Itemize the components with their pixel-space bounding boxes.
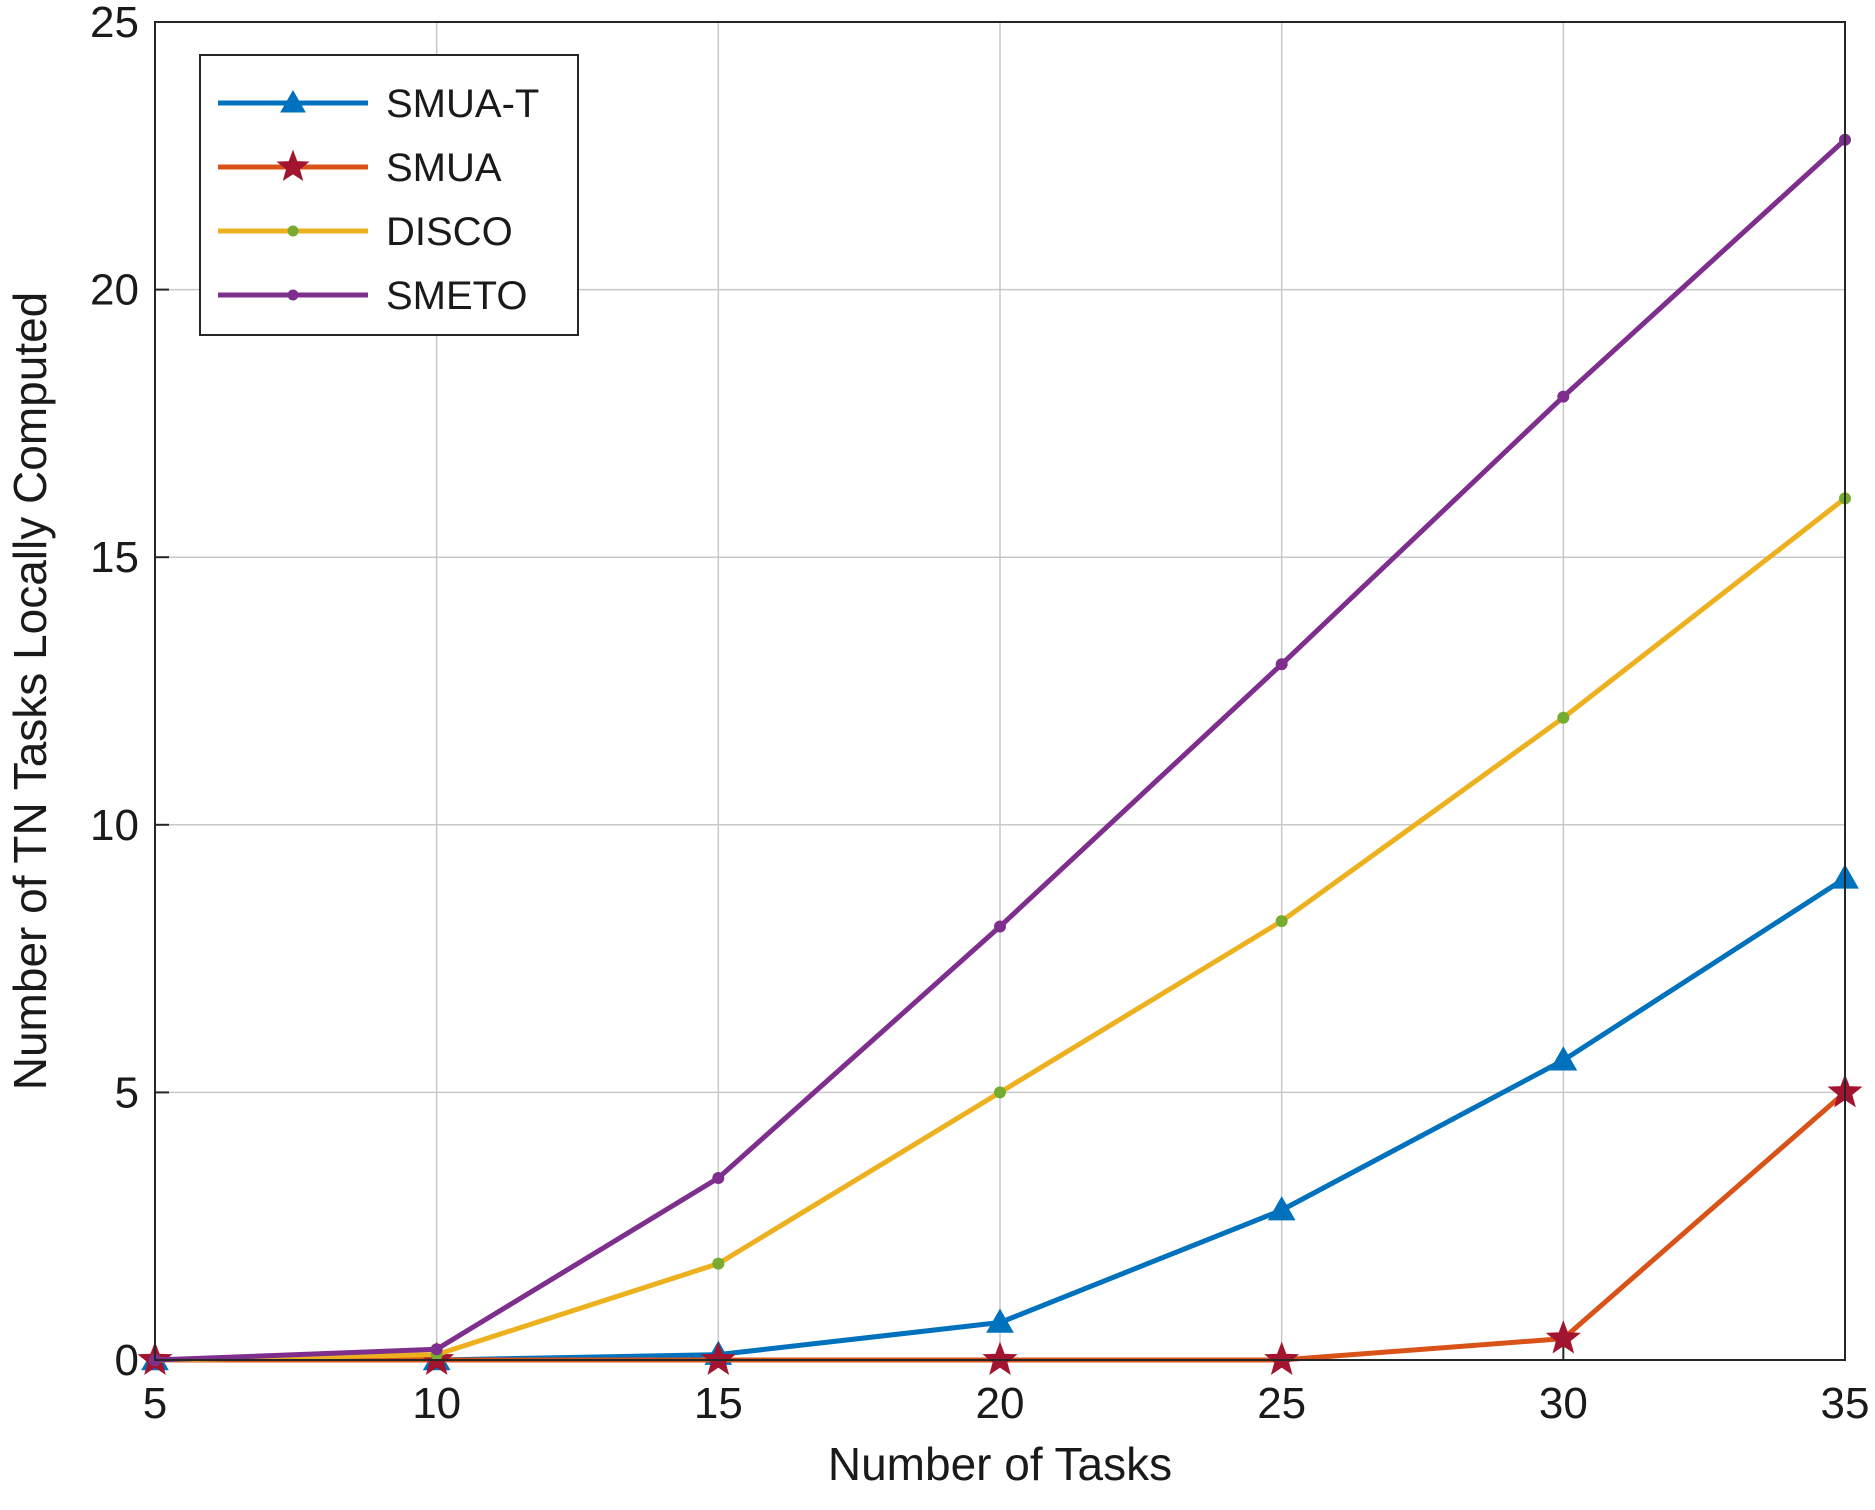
x-tick-label: 5	[143, 1379, 167, 1428]
legend-item: SMUA-T	[218, 82, 539, 126]
x-tick-label: 15	[694, 1379, 743, 1428]
y-tick-label: 15	[90, 533, 139, 582]
dot-marker	[287, 289, 299, 301]
legend-item: DISCO	[218, 210, 513, 254]
dot-marker	[1275, 658, 1288, 671]
triangle-marker	[280, 89, 306, 113]
y-axis-label: Number of TN Tasks Locally Computed	[4, 292, 56, 1091]
dot-marker	[1275, 915, 1288, 928]
star-marker	[1545, 1320, 1581, 1354]
star-marker	[700, 1341, 736, 1375]
y-tick-label: 10	[90, 801, 139, 850]
dot-marker	[1557, 390, 1570, 403]
legend-label: SMUA	[386, 146, 502, 190]
legend-label: DISCO	[386, 210, 513, 254]
dot-marker	[430, 1343, 443, 1356]
star-marker	[276, 149, 310, 182]
legend-item: SMUA	[218, 146, 502, 190]
plot-frame	[154, 21, 1846, 1361]
legend-label: SMUA-T	[386, 82, 539, 126]
x-tick-label: 25	[1257, 1379, 1306, 1428]
x-axis-label: Number of Tasks	[828, 1438, 1172, 1490]
x-tick-labels: 5 10 15 20 25 30 35	[143, 1379, 1870, 1428]
y-tick-label: 0	[115, 1336, 139, 1385]
x-tick-label: 35	[1821, 1379, 1870, 1428]
x-tick-label: 30	[1539, 1379, 1588, 1428]
y-tick-label: 25	[90, 0, 139, 47]
y-tick-label: 20	[90, 266, 139, 315]
x-tick-label: 10	[412, 1379, 461, 1428]
triangle-marker	[1549, 1046, 1578, 1071]
legend: SMUA-T SMUA DISCO SMETO	[199, 54, 579, 336]
y-tick-label: 5	[115, 1068, 139, 1117]
dot-marker	[994, 1086, 1006, 1099]
dot-marker	[712, 1172, 725, 1185]
y-tick-labels: 0 5 10 15 20 25	[90, 0, 139, 1385]
dot-marker	[287, 225, 299, 237]
legend-label: SMETO	[386, 274, 528, 318]
star-marker	[1264, 1341, 1300, 1375]
triangle-marker	[1267, 1196, 1296, 1221]
x-tick-label: 20	[976, 1379, 1025, 1428]
dot-marker	[994, 920, 1006, 933]
triangle-marker	[986, 1308, 1014, 1333]
dot-marker	[1557, 711, 1570, 724]
legend-item: SMETO	[218, 274, 528, 318]
dot-marker	[712, 1257, 725, 1270]
star-marker	[982, 1341, 1018, 1375]
